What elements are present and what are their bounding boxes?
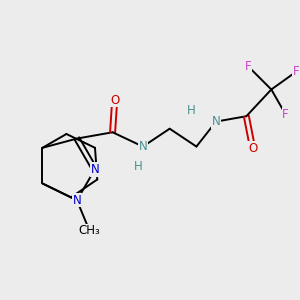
Text: H: H bbox=[187, 104, 195, 117]
Text: F: F bbox=[293, 65, 300, 78]
Text: O: O bbox=[110, 94, 119, 107]
Text: F: F bbox=[245, 60, 251, 73]
Text: O: O bbox=[248, 142, 257, 155]
Text: N: N bbox=[90, 163, 99, 176]
Text: F: F bbox=[282, 108, 289, 121]
Text: N: N bbox=[73, 194, 81, 207]
Text: H: H bbox=[134, 160, 143, 173]
Text: N: N bbox=[139, 140, 147, 153]
Text: N: N bbox=[212, 115, 220, 128]
Text: CH₃: CH₃ bbox=[79, 224, 101, 237]
